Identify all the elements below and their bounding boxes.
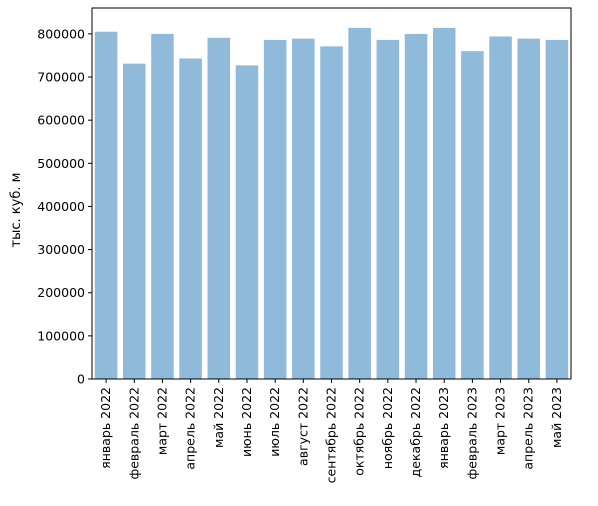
bar bbox=[122, 63, 146, 380]
x-tick-label: май 2022 bbox=[211, 387, 226, 448]
x-axis: январь 2022 февраль 2022 март 2022 апрель 2… bbox=[98, 379, 564, 483]
y-tick-label: 500000 bbox=[37, 156, 85, 171]
y-tick-label: 800000 bbox=[37, 26, 85, 41]
bars-group bbox=[94, 27, 569, 380]
x-tick-label: октябрь 2022 bbox=[352, 387, 367, 476]
y-tick-label: 200000 bbox=[37, 285, 85, 300]
plot-frame bbox=[91, 7, 572, 380]
x-tick-label: май 2023 bbox=[549, 387, 564, 448]
bar bbox=[179, 58, 202, 379]
x-tick-label: март 2023 bbox=[493, 387, 508, 455]
x-tick-label: февраль 2023 bbox=[464, 387, 479, 479]
bar bbox=[376, 39, 400, 380]
x-tick-label: апрель 2022 bbox=[183, 387, 198, 470]
bar bbox=[432, 27, 456, 380]
x-tick-label: январь 2022 bbox=[98, 387, 113, 469]
bar bbox=[292, 38, 315, 380]
y-tick-label: 700000 bbox=[37, 70, 85, 85]
bar bbox=[151, 33, 174, 379]
x-tick-label: август 2022 bbox=[295, 387, 310, 466]
y-tick-label: 300000 bbox=[37, 242, 85, 257]
y-axis: 0 100000 200000 300000 400000 500000 600000 700… bbox=[37, 26, 92, 387]
bar bbox=[235, 65, 259, 379]
x-tick-label: февраль 2022 bbox=[126, 387, 141, 479]
bar bbox=[489, 36, 512, 379]
bar bbox=[461, 51, 484, 380]
x-tick-label: июнь 2022 bbox=[239, 387, 254, 457]
x-tick-label: апрель 2023 bbox=[521, 387, 536, 470]
bar bbox=[517, 38, 541, 380]
y-tick-label: 400000 bbox=[37, 199, 85, 214]
bar bbox=[545, 39, 569, 380]
x-tick-label: июль 2022 bbox=[267, 387, 282, 457]
y-axis-label: тыс. куб. м bbox=[9, 173, 24, 248]
x-tick-label: март 2022 bbox=[154, 387, 169, 455]
bar bbox=[207, 37, 231, 380]
x-tick-label: декабрь 2022 bbox=[408, 387, 423, 477]
bar bbox=[404, 33, 428, 379]
y-tick-label: 600000 bbox=[37, 113, 85, 128]
bar bbox=[94, 31, 118, 379]
x-tick-label: сентябрь 2022 bbox=[324, 387, 339, 483]
y-tick-label: 100000 bbox=[37, 328, 85, 343]
x-tick-label: ноябрь 2022 bbox=[380, 387, 395, 469]
y-tick-label: 0 bbox=[77, 372, 85, 387]
bar bbox=[320, 46, 343, 379]
bar bbox=[348, 27, 371, 380]
x-tick-label: январь 2023 bbox=[436, 387, 451, 469]
bar bbox=[263, 39, 287, 380]
